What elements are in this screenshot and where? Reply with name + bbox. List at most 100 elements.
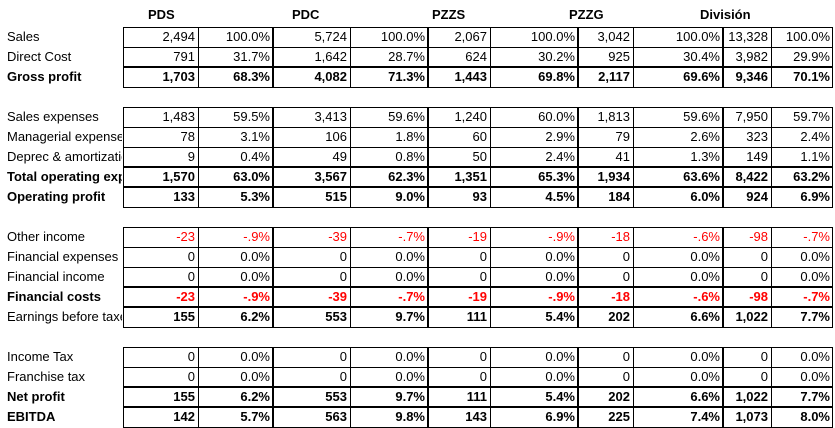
row-border <box>578 66 723 68</box>
value-cell: 1,570 <box>162 169 195 184</box>
row-border <box>578 147 723 148</box>
row-border <box>123 186 273 188</box>
percent-cell: 7.4% <box>690 409 720 424</box>
percent-cell: 6.0% <box>690 189 720 204</box>
row-label: Financial costs <box>7 289 101 304</box>
column-divider <box>633 27 634 88</box>
value-cell: 1,073 <box>735 409 768 424</box>
percent-cell: 2.9% <box>545 129 575 144</box>
column-divider <box>350 27 351 88</box>
column-divider <box>771 27 772 88</box>
row-border <box>123 66 273 68</box>
value-cell: 0 <box>760 249 768 264</box>
value-cell: 0 <box>479 249 487 264</box>
value-cell: 2,117 <box>598 69 630 84</box>
row-border <box>123 247 273 248</box>
row-border <box>723 147 833 148</box>
value-cell: 0 <box>339 349 347 364</box>
table-row: Financial costs -23 -.9% -39 -.7% -19 -.9% -18 -… <box>0 287 835 307</box>
row-border <box>123 147 273 148</box>
value-cell: 563 <box>325 409 347 424</box>
row-border <box>428 247 578 248</box>
section-box <box>428 107 578 208</box>
percent-cell: 0.8% <box>395 149 425 164</box>
value-cell: 1,022 <box>735 389 768 404</box>
row-border <box>273 286 428 288</box>
value-cell: 5,724 <box>314 29 347 44</box>
percent-cell: 0.0% <box>800 369 830 384</box>
value-cell: 0 <box>339 369 347 384</box>
percent-cell: 0.0% <box>690 349 720 364</box>
percent-cell: 0.0% <box>690 369 720 384</box>
row-border <box>123 306 273 308</box>
percent-cell: 0.0% <box>240 249 270 264</box>
percent-cell: 0.0% <box>690 269 720 284</box>
value-cell: 0 <box>187 349 195 364</box>
value-cell: 0 <box>760 349 768 364</box>
percent-cell: 0.0% <box>240 349 270 364</box>
value-cell: 924 <box>746 189 768 204</box>
column-divider <box>198 107 199 208</box>
row-border <box>428 406 578 408</box>
value-cell: 1,934 <box>597 169 630 184</box>
value-cell: 155 <box>173 309 195 324</box>
value-cell: -23 <box>176 289 195 304</box>
row-border <box>428 147 578 148</box>
section-box <box>723 227 833 328</box>
value-cell: 553 <box>325 309 347 324</box>
percent-cell: 0.0% <box>240 269 270 284</box>
percent-cell: 6.2% <box>240 309 270 324</box>
percent-cell: 100.0% <box>675 29 720 44</box>
percent-cell: 6.9% <box>800 189 830 204</box>
row-border <box>428 367 578 368</box>
row-label: Sales <box>7 29 40 44</box>
percent-cell: -.9% <box>243 289 270 304</box>
table-row: Financial income 0 0.0% 0 0.0% 0 0.0% 0 0.0% 0 0.0… <box>0 267 835 287</box>
percent-cell: 7.7% <box>800 389 830 404</box>
value-cell: 93 <box>472 189 487 204</box>
value-cell: 2,494 <box>162 29 195 44</box>
value-cell: 0 <box>479 269 487 284</box>
row-border <box>123 286 273 288</box>
percent-cell: 2.4% <box>800 129 830 144</box>
row-border <box>723 367 833 368</box>
table-row: Income Tax 0 0.0% 0 0.0% 0 0.0% 0 0.0% 0 0.0% <box>0 347 835 367</box>
row-label: EBITDA <box>7 409 56 424</box>
percent-cell: 5.4% <box>545 389 575 404</box>
value-cell: -39 <box>328 289 347 304</box>
value-cell: -19 <box>468 229 487 244</box>
value-cell: 111 <box>466 389 487 404</box>
row-border <box>428 286 578 288</box>
row-border <box>428 47 578 48</box>
row-border <box>273 367 428 368</box>
value-cell: 3,567 <box>314 169 347 184</box>
value-cell: 13,328 <box>728 29 768 44</box>
percent-cell: 2.6% <box>690 129 720 144</box>
value-cell: 225 <box>608 409 630 424</box>
row-border <box>723 66 833 68</box>
percent-cell: 59.6% <box>683 109 720 124</box>
value-cell: 1,022 <box>735 309 768 324</box>
section-box <box>578 227 723 328</box>
row-border <box>723 166 833 168</box>
value-cell: 1,813 <box>597 109 630 124</box>
column-divider <box>350 227 351 328</box>
percent-cell: 0.0% <box>545 249 575 264</box>
table-row: Total operating expenses 1,570 63.0% 3,567 6… <box>0 167 835 187</box>
percent-cell: -.7% <box>803 229 830 244</box>
table-row: EBITDA 142 5.7% 563 9.8% 143 6.9% 225 7.4% 1,073 8… <box>0 407 835 427</box>
value-cell: 1,351 <box>454 169 487 184</box>
row-border <box>123 127 273 128</box>
value-cell: 202 <box>608 389 630 404</box>
row-border <box>273 127 428 128</box>
row-border <box>123 47 273 48</box>
column-header: División <box>700 7 751 22</box>
value-cell: 624 <box>465 49 487 64</box>
percent-cell: 100.0% <box>225 29 270 44</box>
value-cell: -19 <box>468 289 487 304</box>
percent-cell: 7.7% <box>800 309 830 324</box>
percent-cell: 0.0% <box>395 349 425 364</box>
table-row: Net profit 155 6.2% 553 9.7% 111 5.4% 202 6.6% 1,… <box>0 387 835 407</box>
row-border <box>428 127 578 128</box>
